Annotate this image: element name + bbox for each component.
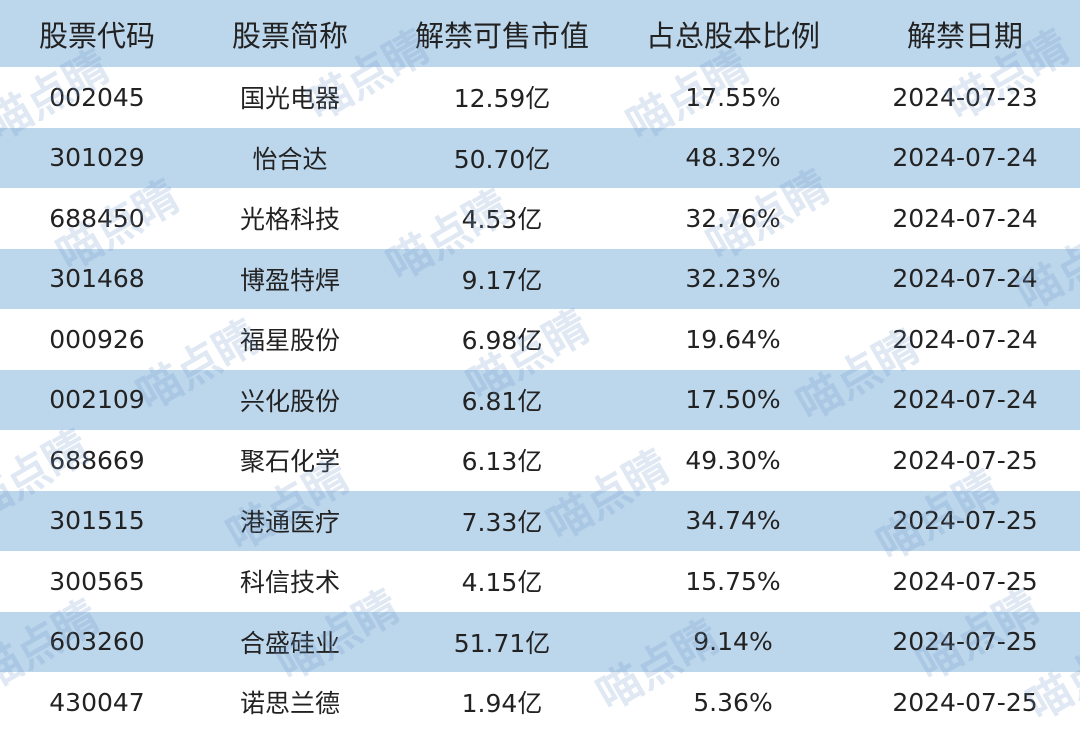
table-cell: 光格科技 xyxy=(239,205,340,235)
header-row: 股票代码 股票简称 解禁可售市值 占总股本比例 解禁日期 xyxy=(0,0,1080,67)
table-cell: 国光电器 xyxy=(239,84,340,114)
table-cell: 17.50% xyxy=(685,385,781,415)
table-cell: 福星股份 xyxy=(239,326,340,356)
table-cell: 兴化股份 xyxy=(239,386,340,416)
table-cell: 34.74% xyxy=(685,506,781,536)
table-cell: 2024-07-25 xyxy=(892,506,1038,536)
header-cell: 解禁可售市值 xyxy=(414,18,589,53)
table-cell: 怡合达 xyxy=(252,144,328,174)
table-cell: 12.59亿 xyxy=(453,84,551,114)
table-cell: 7.33亿 xyxy=(461,507,543,537)
table-row: 603260 合盛硅业 51.71亿 9.14% 2024-07-25 xyxy=(0,611,1080,672)
table-cell: 诺思兰德 xyxy=(239,689,340,719)
table-cell: 9.14% xyxy=(693,627,773,657)
table-cell: 49.30% xyxy=(685,445,781,475)
table-cell: 15.75% xyxy=(685,566,781,596)
table-row: 000926 福星股份 6.98亿 19.64% 2024-07-24 xyxy=(0,309,1080,370)
table-row: 301468 博盈特焊 9.17亿 32.23% 2024-07-24 xyxy=(0,248,1080,309)
header-cell: 占总股本比例 xyxy=(645,18,820,53)
table-cell: 聚石化学 xyxy=(239,447,340,477)
table-cell: 4.15亿 xyxy=(461,568,543,598)
table-cell: 6.98亿 xyxy=(461,326,543,356)
table-row: 430047 诺思兰德 1.94亿 5.36% 2024-07-25 xyxy=(0,672,1080,733)
table-cell: 合盛硅业 xyxy=(239,628,340,658)
table-cell: 1.94亿 xyxy=(461,689,543,719)
table-cell: 51.71亿 xyxy=(453,628,551,658)
table-cell: 32.76% xyxy=(685,203,781,233)
table-cell: 博盈特焊 xyxy=(239,265,340,295)
table-row: 688450 光格科技 4.53亿 32.76% 2024-07-24 xyxy=(0,188,1080,249)
table-cell: 5.36% xyxy=(693,687,773,717)
table-cell: 000926 xyxy=(49,324,145,354)
table-cell: 688669 xyxy=(49,445,145,475)
table-cell: 6.81亿 xyxy=(461,386,543,416)
table-cell: 2024-07-23 xyxy=(892,82,1038,112)
table-cell: 300565 xyxy=(49,566,145,596)
table-cell: 2024-07-24 xyxy=(892,385,1038,415)
table-row: 301515 港通医疗 7.33亿 34.74% 2024-07-25 xyxy=(0,490,1080,551)
table-cell: 2024-07-25 xyxy=(892,687,1038,717)
table-cell: 2024-07-24 xyxy=(892,324,1038,354)
table-cell: 50.70亿 xyxy=(453,144,551,174)
table-cell: 2024-07-25 xyxy=(892,627,1038,657)
table-cell: 科信技术 xyxy=(239,568,340,598)
table-cell: 301468 xyxy=(49,264,145,294)
table-cell: 002109 xyxy=(49,385,145,415)
table-cell: 430047 xyxy=(49,687,145,717)
table-cell: 32.23% xyxy=(685,264,781,294)
table-cell: 19.64% xyxy=(685,324,781,354)
table-cell: 17.55% xyxy=(685,82,781,112)
table-cell: 002045 xyxy=(49,82,145,112)
header-cell: 解禁日期 xyxy=(906,18,1023,53)
table-row: 002109 兴化股份 6.81亿 17.50% 2024-07-24 xyxy=(0,369,1080,430)
table-cell: 港通医疗 xyxy=(239,507,340,537)
table-row: 300565 科信技术 4.15亿 15.75% 2024-07-25 xyxy=(0,551,1080,612)
table-cell: 6.13亿 xyxy=(461,447,543,477)
table-cell: 688450 xyxy=(49,203,145,233)
table-row: 002045 国光电器 12.59亿 17.55% 2024-07-23 xyxy=(0,67,1080,128)
table-cell: 603260 xyxy=(49,627,145,657)
table-cell: 2024-07-24 xyxy=(892,143,1038,173)
table-cell: 48.32% xyxy=(685,143,781,173)
table-cell: 4.53亿 xyxy=(461,205,543,235)
header-cell: 股票代码 xyxy=(38,18,155,53)
table-row: 688669 聚石化学 6.13亿 49.30% 2024-07-25 xyxy=(0,430,1080,491)
table-cell: 2024-07-24 xyxy=(892,203,1038,233)
table-cell: 2024-07-25 xyxy=(892,445,1038,475)
table-cell: 9.17亿 xyxy=(461,265,543,295)
table-cell: 2024-07-25 xyxy=(892,566,1038,596)
header-cell: 股票简称 xyxy=(231,18,348,53)
table-cell: 2024-07-24 xyxy=(892,264,1038,294)
table-row: 301029 怡合达 50.70亿 48.32% 2024-07-24 xyxy=(0,127,1080,188)
table-cell: 301029 xyxy=(49,143,145,173)
table-cell: 301515 xyxy=(49,506,145,536)
